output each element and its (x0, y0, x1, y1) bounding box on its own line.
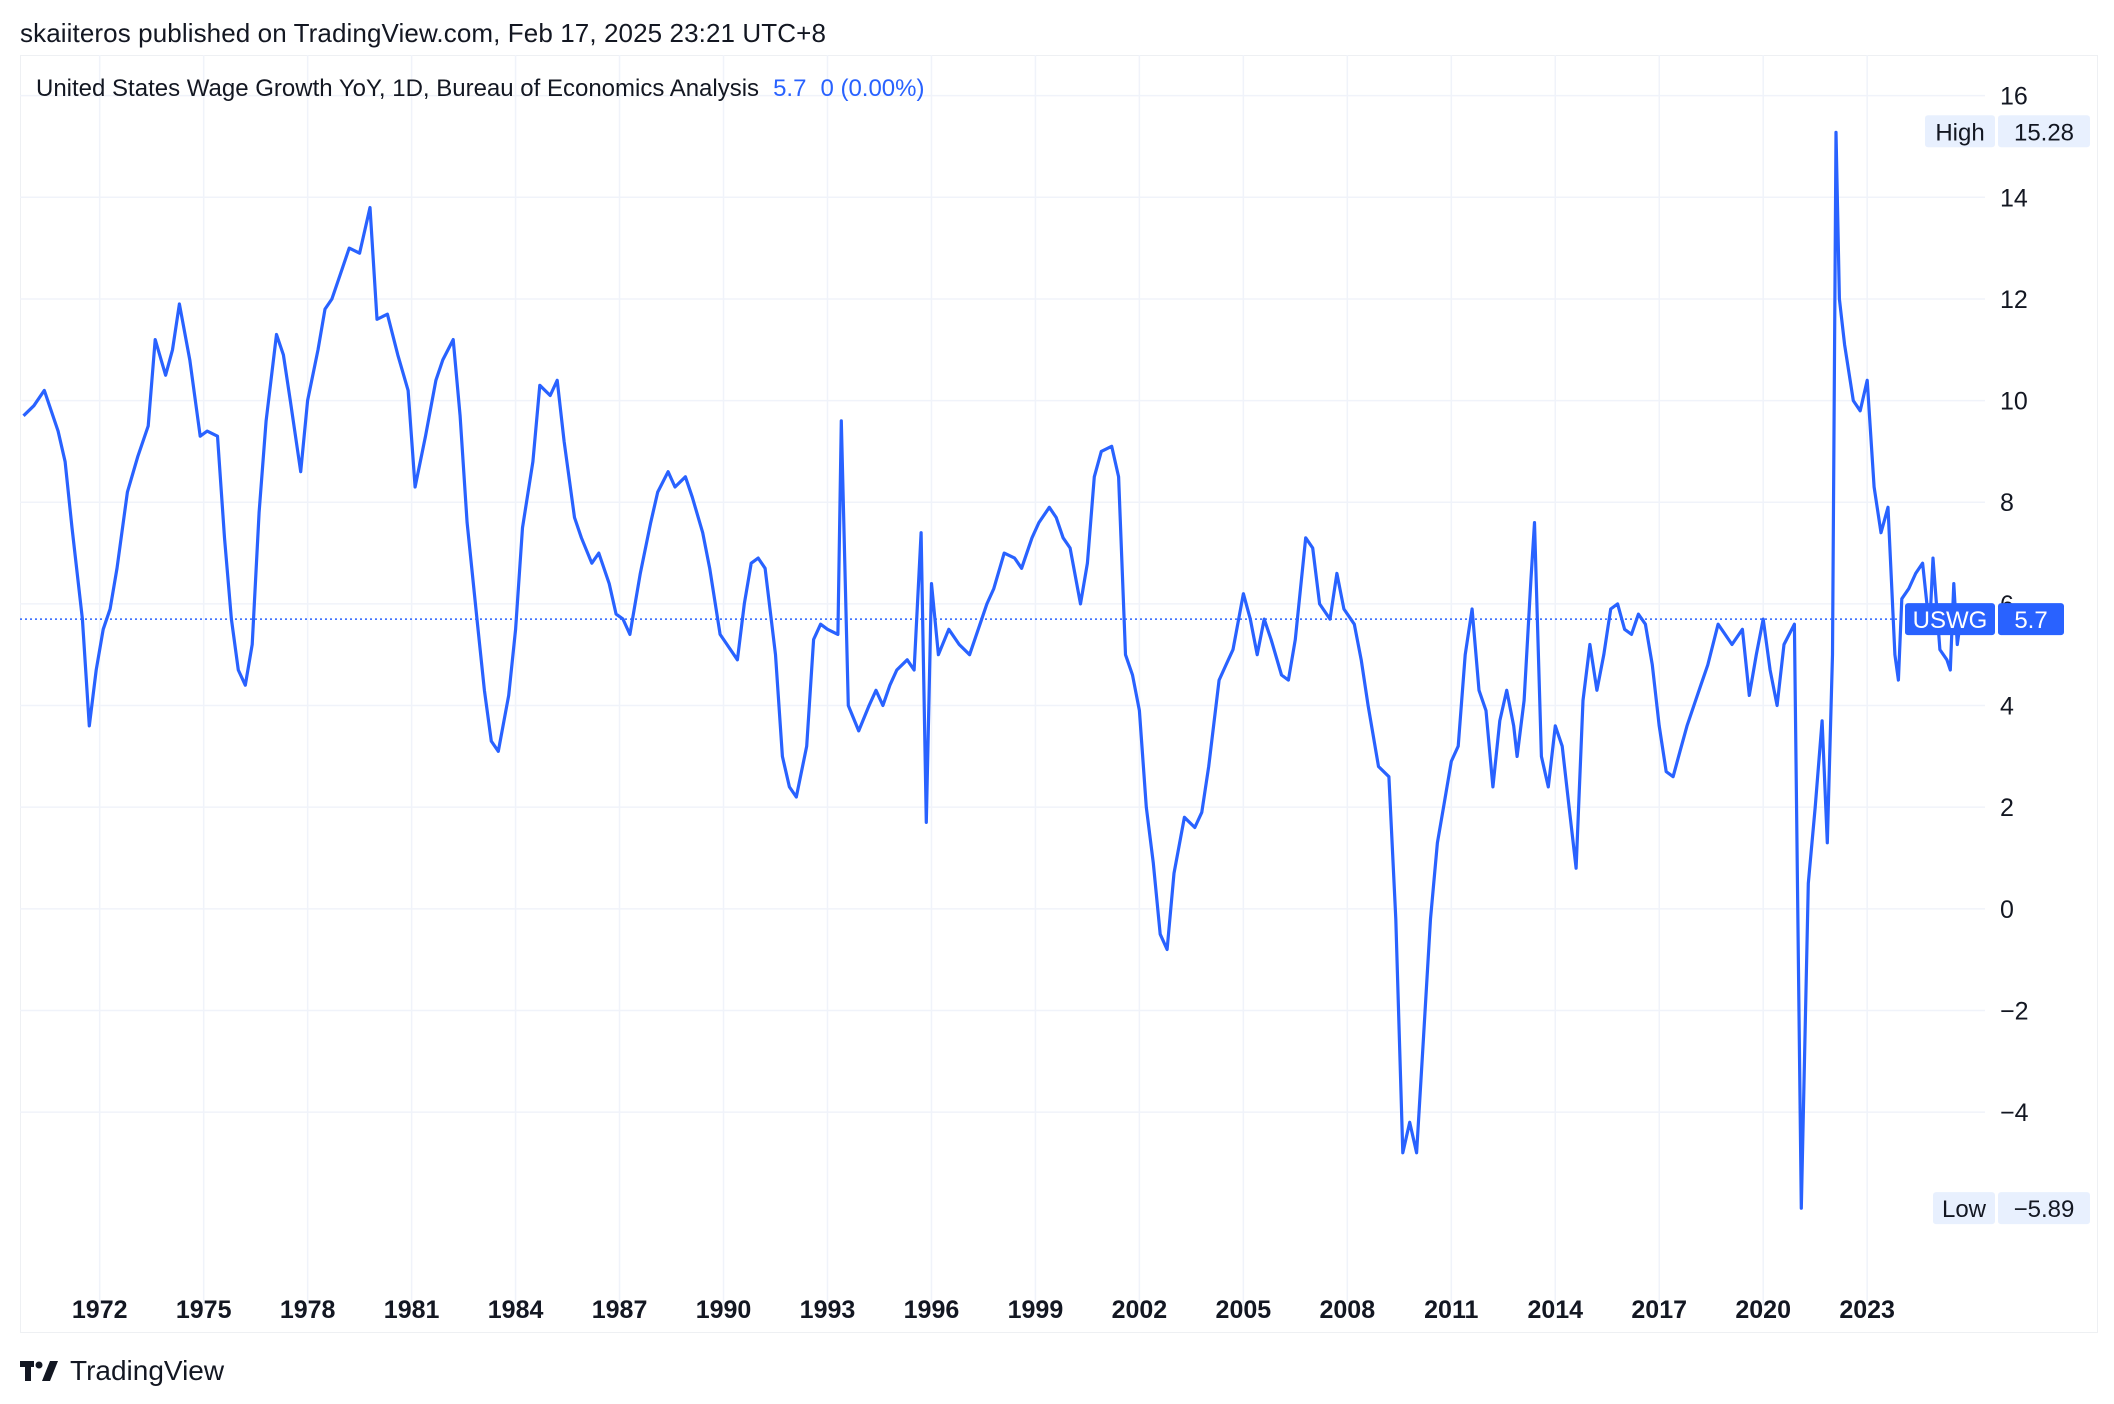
legend-change: 0 (0.00%) (820, 75, 925, 102)
y-tick-label: −2 (2000, 997, 2029, 1025)
y-tick-label: 12 (2000, 286, 2028, 314)
high-value: 15.28 (2014, 119, 2074, 146)
chart-legend: United States Wage Growth YoY, 1D, Burea… (36, 75, 925, 103)
legend-last-value: 5.7 (773, 75, 807, 102)
y-tick-label: 4 (2000, 693, 2014, 721)
publisher-caption: skaiiteros published on TradingView.com,… (20, 18, 826, 48)
x-tick-label: 1984 (488, 1296, 544, 1324)
y-tick-label: 8 (2000, 489, 2014, 517)
high-label-bg (1925, 115, 1995, 148)
x-tick-label: 1981 (384, 1296, 440, 1324)
x-tick-label: 2020 (1735, 1296, 1791, 1324)
high-label: High (1935, 119, 1984, 146)
high-value-bg (1998, 115, 2090, 148)
x-tick-label: 2014 (1527, 1296, 1583, 1324)
tradingview-logo[interactable]: TradingView (20, 1355, 224, 1387)
symbol-value-bg (1998, 603, 2064, 636)
tradingview-logo-icon (20, 1359, 60, 1383)
chart-frame (20, 55, 2098, 1333)
x-tick-label: 1978 (280, 1296, 336, 1324)
low-value: −5.89 (2014, 1196, 2075, 1223)
y-tick-label: 0 (2000, 896, 2014, 924)
x-tick-label: 2002 (1112, 1296, 1168, 1324)
x-tick-label: 1975 (176, 1296, 232, 1324)
x-tick-label: 1996 (904, 1296, 960, 1324)
x-tick-label: 2011 (1424, 1296, 1478, 1324)
y-tick-label: −4 (2000, 1099, 2029, 1127)
x-tick-label: 2008 (1320, 1296, 1376, 1324)
legend-title: United States Wage Growth YoY, 1D, Burea… (36, 75, 760, 102)
x-tick-label: 2017 (1631, 1296, 1687, 1324)
x-tick-label: 1972 (72, 1296, 128, 1324)
y-tick-label: 16 (2000, 83, 2028, 111)
series-line-uswg (22, 130, 1963, 1210)
y-tick-label: 10 (2000, 388, 2028, 416)
low-label-bg (1933, 1192, 1995, 1225)
low-label: Low (1942, 1196, 1987, 1223)
tradingview-brand: TradingView (70, 1355, 225, 1386)
y-tick-label: 2 (2000, 794, 2014, 822)
x-tick-label: 1999 (1008, 1296, 1064, 1324)
symbol-label-bg (1905, 603, 1995, 636)
x-tick-label: 2023 (1839, 1296, 1895, 1324)
symbol-label: USWG (1913, 607, 1988, 634)
low-value-bg (1998, 1192, 2090, 1225)
x-tick-label: 1993 (800, 1296, 856, 1324)
x-tick-label: 1987 (592, 1296, 648, 1324)
x-tick-label: 2005 (1216, 1296, 1272, 1324)
symbol-value: 5.7 (2014, 607, 2047, 634)
x-tick-label: 1990 (696, 1296, 752, 1324)
y-tick-label: 14 (2000, 184, 2028, 212)
